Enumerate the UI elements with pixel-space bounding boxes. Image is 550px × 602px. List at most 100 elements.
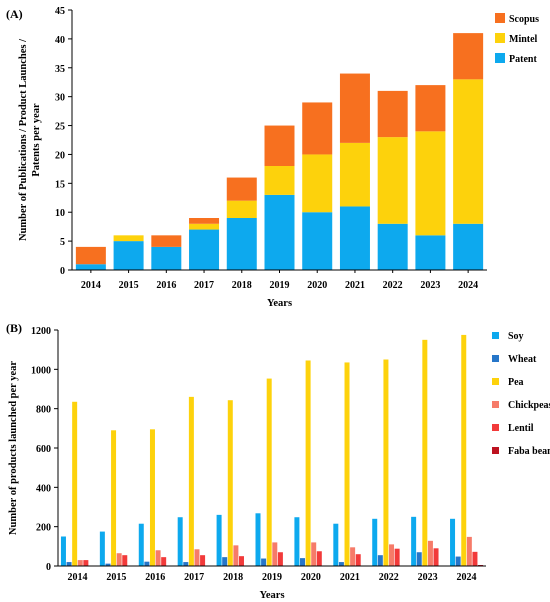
y-tick-label: 0 [60,266,65,277]
bar-soy-2018 [216,514,222,566]
x-tick-label: 2020 [307,280,327,291]
bar-lentil-2024 [472,551,478,566]
bar-pea-2022 [383,359,389,566]
y-tick-label: 5 [60,237,65,248]
bar-pea-2023 [422,339,428,566]
panel-label-a: (A) [6,7,23,21]
x-tick-label: 2022 [383,280,403,291]
legend-label-chickpeas: Chickpeas [508,400,550,411]
legend-swatch-lentil [492,424,499,431]
bar-patent-2019 [264,194,295,270]
legend-label-faba-beans: Faba beans [508,446,550,457]
bar-pea-2015 [111,430,117,566]
x-tick-label: 2024 [457,572,477,583]
bar-patent-2017 [189,229,220,270]
bar-lentil-2017 [200,555,206,566]
bar-patent-2015 [113,241,144,270]
legend-swatch-chickpeas [492,401,499,408]
bar-chickpeas-2014 [77,560,83,566]
y-axis-title-line-1: Number of Publications / Product Launche… [18,38,29,241]
legend-label-mintel: Mintel [509,34,538,45]
bar-scopus-2016 [151,235,182,247]
bar-scopus-2020 [302,102,333,155]
legend-label-pea: Pea [508,377,524,388]
bar-chickpeas-2018 [233,545,239,566]
legend-label-patent: Patent [509,54,537,65]
bar-scopus-2021 [339,73,370,143]
chart-panel-a: (A)2014 2015 2016 2017 2018 2019 2020 2021 2022 2… [6,6,539,309]
bar-mintel-2022 [377,137,408,224]
bar-scopus-2022 [377,90,408,138]
bar-soy-2021 [333,523,339,566]
bar-soy-2024 [450,518,456,566]
y-axis-title-line-2: Patents per year [31,103,42,177]
bar-mintel-2023 [415,131,446,236]
bar-chickpeas-2019 [272,542,278,566]
legend-swatch-patent [495,53,505,63]
bar-lentil-2016 [161,557,167,566]
bar-chickpeas-2023 [427,540,433,566]
y-tick-label: 10 [55,208,65,219]
bar-scopus-2017 [189,218,220,224]
bar-lentil-2019 [277,552,283,566]
y-tick-label: 400 [36,483,51,494]
bar-patent-2022 [377,223,408,270]
bar-wheat-2022 [377,555,383,566]
y-tick-label: 1000 [31,365,51,376]
bar-wheat-2016 [144,561,150,566]
bar-mintel-2018 [226,200,257,218]
bar-mintel-2019 [264,166,295,195]
bar-pea-2021 [344,362,350,566]
legend-swatch-wheat [492,355,499,362]
bar-soy-2016 [138,523,144,566]
x-tick-label: 2016 [145,572,165,583]
bar-pea-2017 [188,396,194,566]
bar-soy-2022 [372,518,378,566]
legend-swatch-mintel [495,33,505,43]
x-tick-label: 2023 [420,280,440,291]
x-axis-title: Years [267,298,292,309]
bar-mintel-2020 [302,154,333,213]
bar-pea-2020 [305,360,311,566]
bar-chickpeas-2015 [116,553,122,566]
bar-lentil-2022 [394,548,400,566]
x-tick-label: 2018 [223,572,243,583]
bar-lentil-2014 [83,560,89,566]
panel-label-b: (B) [6,321,22,335]
x-tick-label: 2017 [184,572,204,583]
bar-patent-2024 [453,223,484,270]
bar-soy-2017 [177,517,183,566]
bar-patent-2021 [339,206,370,270]
x-tick-label: 2015 [119,280,139,291]
x-tick-label: 2018 [232,280,252,291]
legend-label-wheat: Wheat [508,354,537,365]
bar-lentil-2021 [355,554,361,566]
chart-panel-b: (B) 2014 2015 2016 2017 2018 2019 2020 2021 2022 2… [6,321,550,601]
x-tick-label: 2014 [81,280,101,291]
bar-wheat-2019 [261,558,267,566]
bar-wheat-2020 [300,558,306,566]
legend-swatch-scopus [495,13,505,23]
bar-soy-2014 [60,536,66,566]
bar-wheat-2021 [338,562,344,566]
y-tick-label: 40 [55,35,65,46]
bar-wheat-2015 [105,563,111,566]
y-tick-label: 0 [46,562,51,573]
bar-chickpeas-2022 [389,544,395,566]
x-tick-label: 2021 [345,280,365,291]
x-tick-label: 2024 [458,280,478,291]
bar-patent-2014 [75,264,106,270]
legend-label-soy: Soy [508,331,524,342]
bar-pea-2024 [461,334,467,566]
bar-scopus-2023 [415,85,446,132]
y-tick-label: 600 [36,444,51,455]
y-tick-label: 200 [36,523,51,534]
y-tick-label: 800 [36,405,51,416]
bar-chickpeas-2016 [155,550,161,566]
bar-lentil-2015 [122,555,128,566]
bar-patent-2018 [226,218,257,270]
x-tick-label: 2016 [156,280,176,291]
bar-pea-2016 [149,429,155,566]
y-tick-label: 1200 [31,326,51,337]
bar-patent-2020 [302,212,333,270]
